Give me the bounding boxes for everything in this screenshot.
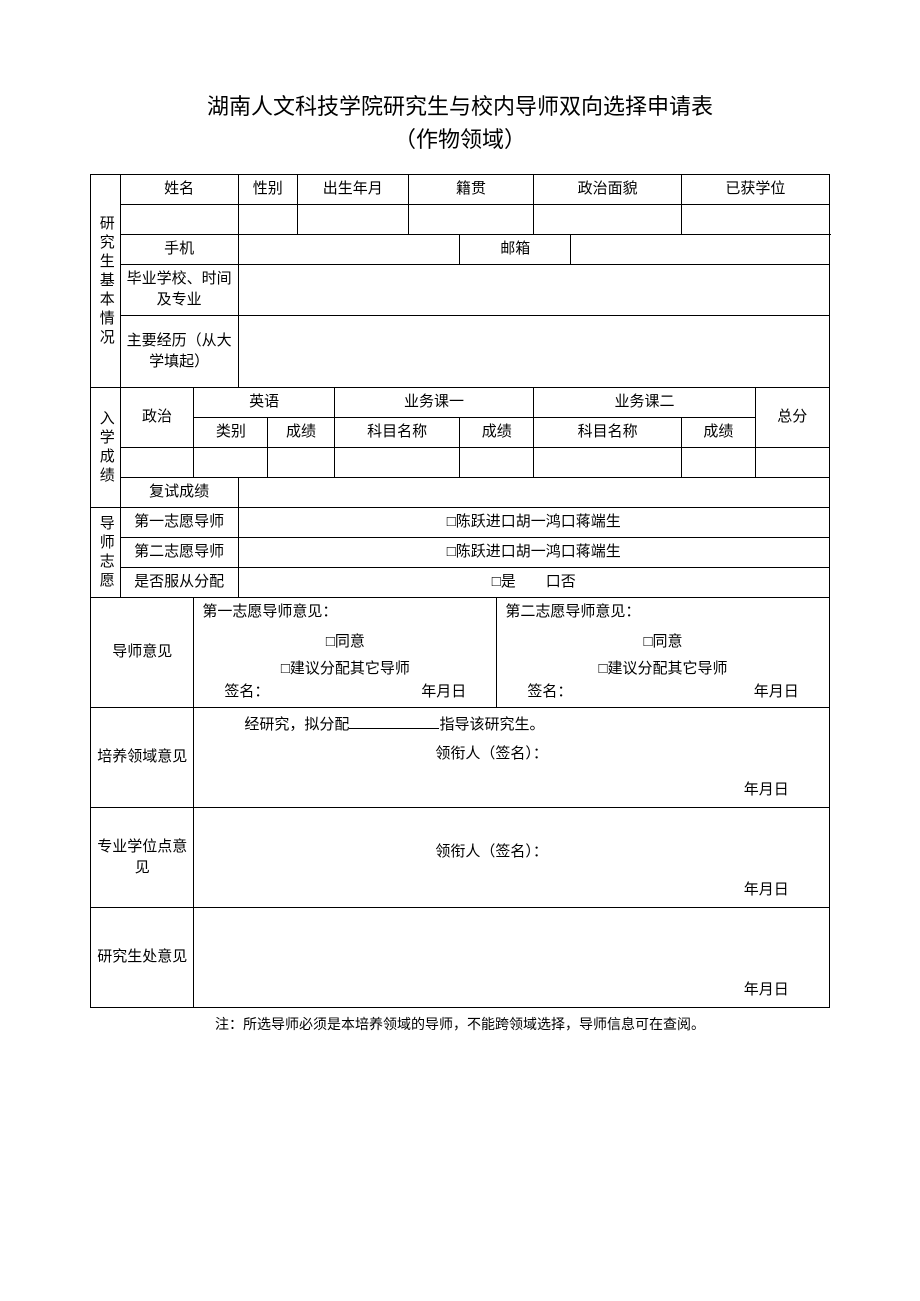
input-english-type[interactable]	[194, 448, 268, 478]
label-politics-score: 政治	[120, 388, 194, 448]
title-line-2: （作物领域）	[90, 123, 830, 156]
first-opinion-title: 第一志愿导师意见：	[202, 602, 488, 623]
footnote: 注：所选导师必须是本培养领域的导师，不能跨领域选择，导师信息可在查阅。	[90, 1014, 830, 1034]
label-name: 姓名	[120, 175, 238, 205]
second-opinion-date: 年月日	[754, 682, 799, 703]
label-experience: 主要经历（从大学填起）	[120, 316, 238, 388]
section-wish-label: 导师志愿	[91, 508, 121, 598]
input-email[interactable]	[571, 235, 830, 265]
label-supervisor-opinion: 导师意见	[91, 598, 194, 708]
grad-office-opinion-cell[interactable]: 年月日	[194, 908, 829, 1008]
input-politics-score[interactable]	[120, 448, 194, 478]
label-field-opinion: 培养领域意见	[91, 708, 194, 808]
label-politics: 政治面貌	[534, 175, 682, 205]
second-opinion-suggest[interactable]: □建议分配其它导师	[505, 656, 820, 683]
label-english-grade: 成绩	[268, 418, 334, 448]
section-basic-label: 研究生基本情况	[91, 175, 121, 388]
label-english-type: 类别	[194, 418, 268, 448]
label-obey: 是否服从分配	[120, 568, 238, 598]
first-opinion-suggest[interactable]: □建议分配其它导师	[202, 656, 488, 683]
field-opinion-cell[interactable]: 经研究，拟分配 指导该研究生。 领衔人（签名）： 年月日	[194, 708, 829, 808]
dept-lead-sign: 领衔人（签名）：	[204, 842, 818, 863]
input-experience[interactable]	[238, 316, 829, 388]
label-course1-grade: 成绩	[460, 418, 534, 448]
input-name[interactable]	[120, 205, 238, 235]
label-first-wish: 第一志愿导师	[120, 508, 238, 538]
field-blank[interactable]	[349, 714, 439, 729]
input-course1-grade[interactable]	[460, 448, 534, 478]
field-lead-sign: 领衔人（签名）：	[204, 744, 818, 765]
input-degree[interactable]	[682, 205, 830, 235]
second-opinion-cell[interactable]: 第二志愿导师意见： □同意 □建议分配其它导师 签名： 年月日	[497, 598, 829, 708]
first-opinion-cell[interactable]: 第一志愿导师意见： □同意 □建议分配其它导师 签名： 年月日	[194, 598, 497, 708]
grad-office-opinion-date: 年月日	[744, 980, 789, 1001]
label-degree: 已获学位	[682, 175, 830, 205]
dept-opinion-date: 年月日	[744, 880, 789, 901]
input-grad-school[interactable]	[238, 265, 829, 316]
input-total[interactable]	[755, 448, 829, 478]
label-course2-grade: 成绩	[682, 418, 756, 448]
second-opinion-agree[interactable]: □同意	[505, 629, 820, 656]
input-birth[interactable]	[297, 205, 408, 235]
second-wish-options[interactable]: □陈跃进口胡一鸿口蒋端生	[238, 538, 829, 568]
obey-yes[interactable]: □是	[492, 572, 516, 593]
label-course2: 业务课二	[534, 388, 756, 418]
label-gender: 性别	[238, 175, 297, 205]
label-grad-school: 毕业学校、时间及专业	[120, 265, 238, 316]
label-english: 英语	[194, 388, 334, 418]
input-politics[interactable]	[534, 205, 682, 235]
dept-opinion-cell[interactable]: 领衔人（签名）： 年月日	[194, 808, 829, 908]
input-gender[interactable]	[238, 205, 297, 235]
label-grad-office-opinion: 研究生处意见	[91, 908, 194, 1008]
application-form-table: 研究生基本情况 姓名 性别 出生年月 籍贯 政治面貌 已获学位 手机 邮箱 毕业…	[90, 174, 830, 1008]
field-text-pre: 经研究，拟分配	[244, 717, 349, 733]
input-native[interactable]	[408, 205, 534, 235]
second-opinion-title: 第二志愿导师意见：	[505, 602, 820, 623]
obey-options[interactable]: □是 口否	[238, 568, 829, 598]
label-dept-opinion: 专业学位点意见	[91, 808, 194, 908]
section-score-label: 入学成绩	[91, 388, 121, 508]
input-retest[interactable]	[238, 478, 829, 508]
label-course2-subject: 科目名称	[534, 418, 682, 448]
label-course1: 业务课一	[334, 388, 533, 418]
label-email: 邮箱	[460, 235, 571, 265]
first-opinion-agree[interactable]: □同意	[202, 629, 488, 656]
field-opinion-date: 年月日	[744, 780, 789, 801]
input-course2-subject[interactable]	[534, 448, 682, 478]
field-text-post: 指导该研究生。	[439, 717, 544, 733]
second-opinion-sign: 签名：	[527, 682, 572, 703]
first-wish-options[interactable]: □陈跃进口胡一鸿口蒋端生	[238, 508, 829, 538]
label-total: 总分	[755, 388, 829, 448]
first-opinion-date: 年月日	[421, 682, 466, 703]
page-title: 湖南人文科技学院研究生与校内导师双向选择申请表 （作物领域）	[90, 90, 830, 156]
title-line-1: 湖南人文科技学院研究生与校内导师双向选择申请表	[90, 90, 830, 123]
input-phone[interactable]	[238, 235, 460, 265]
label-native: 籍贯	[408, 175, 534, 205]
label-birth: 出生年月	[297, 175, 408, 205]
first-opinion-sign: 签名：	[224, 682, 269, 703]
input-course1-subject[interactable]	[334, 448, 460, 478]
label-course1-subject: 科目名称	[334, 418, 460, 448]
label-phone: 手机	[120, 235, 238, 265]
input-english-grade[interactable]	[268, 448, 334, 478]
input-course2-grade[interactable]	[682, 448, 756, 478]
label-retest: 复试成绩	[120, 478, 238, 508]
label-second-wish: 第二志愿导师	[120, 538, 238, 568]
obey-no[interactable]: 口否	[546, 572, 576, 593]
